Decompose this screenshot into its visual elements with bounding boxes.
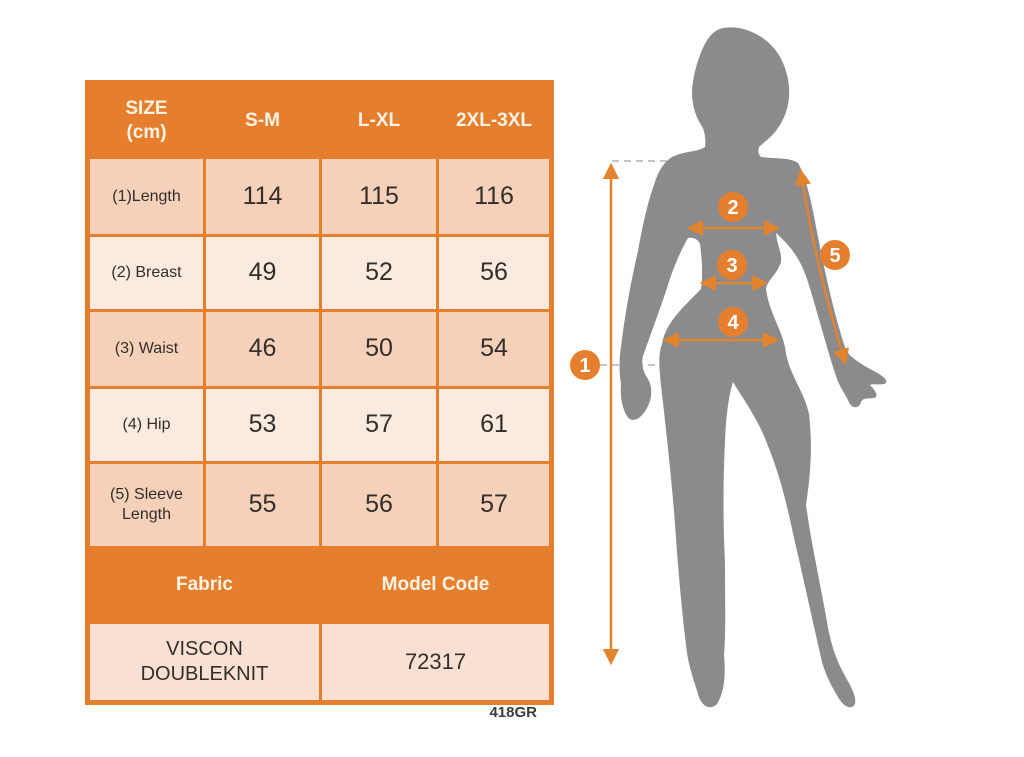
size-value: 56 bbox=[319, 461, 439, 549]
badge-circle bbox=[718, 192, 748, 222]
measurement-figure: 1 2 3 4 5 bbox=[570, 27, 887, 708]
measure-badge-4: 4 bbox=[718, 307, 748, 337]
badge-circle bbox=[717, 250, 747, 280]
measure-badge-2: 2 bbox=[718, 192, 748, 222]
corner-header-size-cm: SIZE (cm) bbox=[86, 81, 206, 159]
badge-number: 5 bbox=[829, 245, 840, 267]
table-row-hip: (4) Hip 53 57 61 bbox=[86, 386, 553, 464]
badge-circle bbox=[570, 350, 600, 380]
col-header-2xl-3xl: 2XL-3XL bbox=[436, 81, 553, 159]
size-value: 53 bbox=[203, 386, 322, 464]
model-ref-code: 418GR bbox=[489, 704, 537, 721]
model-code-value: 72317 bbox=[319, 621, 553, 704]
col-header-s-m: S-M bbox=[203, 81, 322, 159]
fabric-value: VISCON DOUBLEKNIT bbox=[86, 621, 322, 704]
size-value: 114 bbox=[203, 156, 322, 237]
table-row-breast: (2) Breast 49 52 56 bbox=[86, 234, 553, 312]
table-header-row: SIZE (cm) S-M L-XL 2XL-3XL bbox=[86, 81, 553, 159]
model-code-header: Model Code bbox=[319, 546, 553, 624]
fabric-header: Fabric bbox=[86, 546, 322, 624]
info-header-row: Fabric Model Code bbox=[86, 546, 553, 624]
badge-number: 1 bbox=[579, 355, 590, 377]
size-value: 57 bbox=[436, 461, 553, 549]
info-data-row: VISCON DOUBLEKNIT 72317 bbox=[86, 621, 553, 704]
table-row-waist: (3) Waist 46 50 54 bbox=[86, 309, 553, 389]
measure-badge-3: 3 bbox=[717, 250, 747, 280]
row-label-breast: (2) Breast bbox=[86, 234, 206, 312]
badge-number: 3 bbox=[726, 255, 737, 277]
size-value: 54 bbox=[436, 309, 553, 389]
table-row-sleeve-length: (5) Sleeve Length 55 56 57 bbox=[86, 461, 553, 549]
size-value: 61 bbox=[436, 386, 553, 464]
table-row-length: (1)Length 114 115 116 bbox=[86, 156, 553, 237]
row-label-sleeve-length: (5) Sleeve Length bbox=[86, 461, 206, 549]
size-value: 50 bbox=[319, 309, 439, 389]
female-silhouette bbox=[619, 27, 887, 708]
sleeve-measure-arrow bbox=[794, 168, 849, 366]
badge-number: 2 bbox=[727, 197, 738, 219]
col-header-l-xl: L-XL bbox=[319, 81, 439, 159]
measure-badge-1: 1 bbox=[570, 350, 600, 380]
size-value: 55 bbox=[203, 461, 322, 549]
size-chart-table: SIZE (cm) S-M L-XL 2XL-3XL (1)Length 114… bbox=[85, 80, 554, 705]
badge-circle bbox=[718, 307, 748, 337]
badge-number: 4 bbox=[727, 312, 739, 334]
size-value: 49 bbox=[203, 234, 322, 312]
row-label-length: (1)Length bbox=[86, 156, 206, 237]
badge-circle bbox=[820, 240, 850, 270]
size-value: 115 bbox=[319, 156, 439, 237]
row-label-hip: (4) Hip bbox=[86, 386, 206, 464]
size-value: 56 bbox=[436, 234, 553, 312]
size-value: 57 bbox=[319, 386, 439, 464]
measure-badge-5: 5 bbox=[820, 240, 850, 270]
size-value: 116 bbox=[436, 156, 553, 237]
size-value: 52 bbox=[319, 234, 439, 312]
row-label-waist: (3) Waist bbox=[86, 309, 206, 389]
size-value: 46 bbox=[203, 309, 322, 389]
